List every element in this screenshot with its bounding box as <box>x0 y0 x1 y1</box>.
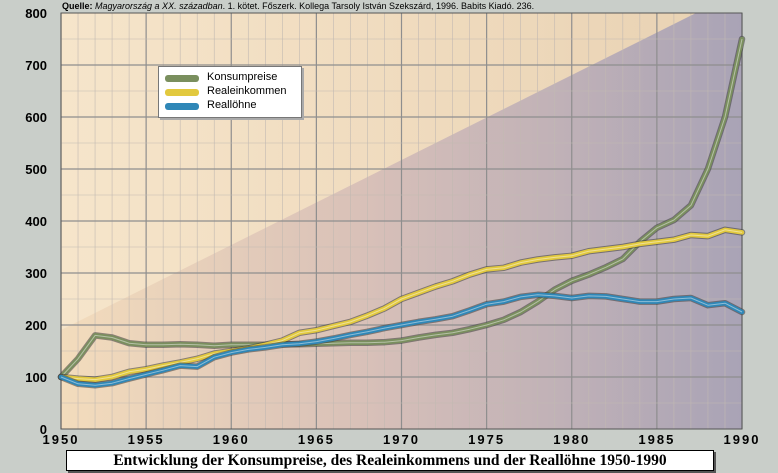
legend-swatch-konsumpreise <box>165 75 199 82</box>
legend-item-konsumpreise: Konsumpreise <box>165 71 299 85</box>
series-konsumpreise <box>57 35 746 381</box>
series-realeinkommen <box>57 226 746 383</box>
y-tick-label: 700 <box>25 58 47 73</box>
plot-frame <box>60 12 743 430</box>
y-tick-label: 500 <box>25 162 47 177</box>
series-line-konsumpreise <box>58 36 745 380</box>
series-line-highlight-realeinkommen <box>60 229 743 381</box>
x-tick-label: 1990 <box>724 432 761 447</box>
series-line-realeinkommen <box>58 227 745 382</box>
series-layer <box>57 35 746 389</box>
y-tick-label: 100 <box>25 370 47 385</box>
y-tick-label: 400 <box>25 214 47 229</box>
chart-legend: Konsumpreise Realeinkommen Reallöhne <box>158 66 302 118</box>
source-details: . 1. kötet. Főszerk. Kollega Tarsoly Ist… <box>222 1 535 11</box>
x-tick-label: 1950 <box>43 432 80 447</box>
legend-item-realloehne: Reallöhne <box>165 99 299 113</box>
source-prefix: Quelle: <box>62 1 93 11</box>
y-tick-label: 300 <box>25 266 47 281</box>
series-line-highlight-realloehne <box>60 294 743 386</box>
source-note: Quelle: Magyarország a XX. században. 1.… <box>62 1 534 11</box>
x-tick-label: 1985 <box>638 432 675 447</box>
chart-caption: Entwicklung der Konsumpreise, des Realei… <box>66 450 714 471</box>
x-tick-label: 1960 <box>213 432 250 447</box>
legend-swatch-realeinkommen <box>165 89 199 96</box>
x-tick-label: 1965 <box>298 432 335 447</box>
source-book-title: Magyarország a XX. században <box>95 1 223 11</box>
legend-label-realloehne: Reallöhne <box>207 99 257 111</box>
y-tick-label: 200 <box>25 318 47 333</box>
series-line-realloehne <box>58 292 745 388</box>
legend-item-realeinkommen: Realeinkommen <box>165 85 299 99</box>
y-tick-label: 600 <box>25 110 47 125</box>
x-tick-label: 1975 <box>468 432 505 447</box>
legend-label-realeinkommen: Realeinkommen <box>207 85 287 97</box>
x-tick-label: 1955 <box>128 432 165 447</box>
x-axis-ticks: 1950 1955 1960 1965 1970 1975 1980 1985 1990 <box>43 432 761 447</box>
y-tick-label: 800 <box>25 6 47 21</box>
legend-swatch-realloehne <box>165 103 199 110</box>
x-tick-label: 1970 <box>383 432 420 447</box>
y-axis-ticks: 0 100 200 300 400 500 600 700 800 <box>25 6 47 437</box>
y-tick-label: 0 <box>40 422 47 437</box>
series-realloehne <box>57 291 746 389</box>
series-line-highlight-konsumpreise <box>60 38 743 378</box>
legend-label-konsumpreise: Konsumpreise <box>207 71 278 83</box>
x-tick-label: 1980 <box>553 432 590 447</box>
